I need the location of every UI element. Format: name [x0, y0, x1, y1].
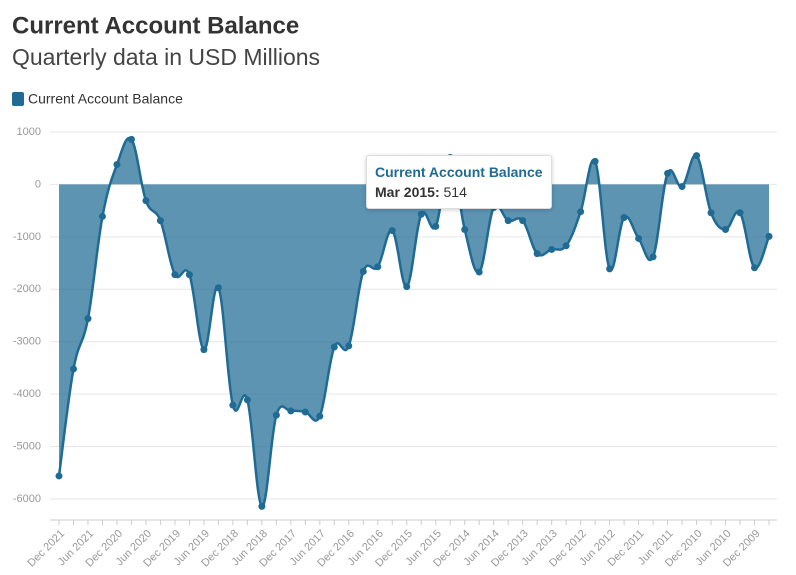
data-point — [113, 161, 121, 169]
data-point — [475, 268, 483, 276]
data-point — [722, 226, 730, 234]
data-point — [649, 253, 657, 261]
data-point — [374, 263, 382, 271]
data-point — [69, 365, 77, 373]
y-tick-label: 0 — [35, 178, 41, 190]
y-tick-label: 1000 — [17, 126, 41, 138]
data-point — [359, 267, 367, 275]
y-tick-label: -5000 — [13, 441, 41, 453]
data-point — [591, 157, 599, 165]
data-point — [272, 411, 280, 419]
tooltip: Current Account Balance Mar 2015 514 — [366, 155, 552, 209]
data-point — [388, 227, 396, 235]
data-point — [562, 242, 570, 250]
data-point — [620, 213, 628, 221]
data-point — [533, 250, 541, 258]
data-point — [200, 346, 208, 354]
data-point — [84, 315, 92, 323]
chart-title: Current Account Balance — [12, 12, 299, 39]
legend-swatch[interactable] — [12, 92, 24, 106]
data-point — [751, 264, 759, 272]
data-point — [330, 343, 338, 351]
y-tick-label: -3000 — [13, 336, 41, 348]
data-point — [127, 135, 135, 143]
data-point — [693, 152, 701, 160]
data-point — [403, 283, 411, 291]
data-point — [577, 208, 585, 216]
data-point — [345, 342, 353, 350]
data-point — [171, 271, 179, 279]
legend-label[interactable]: Current Account Balance — [28, 91, 183, 107]
data-point — [156, 217, 164, 225]
area-fill — [59, 137, 769, 507]
data-point — [635, 234, 643, 242]
data-point — [258, 502, 266, 510]
tooltip-value: 514 — [443, 184, 467, 200]
data-point — [678, 183, 686, 191]
data-point — [432, 222, 440, 230]
tooltip-date: Mar 2015 — [375, 184, 440, 200]
y-tick-label: -6000 — [13, 493, 41, 505]
data-point — [504, 217, 512, 225]
data-point — [301, 408, 309, 416]
data-point — [765, 232, 773, 240]
tooltip-series: Current Account Balance — [375, 164, 543, 180]
data-point — [707, 209, 715, 217]
data-point — [142, 197, 150, 205]
data-point — [664, 169, 672, 177]
data-point — [316, 412, 324, 420]
data-point — [519, 217, 527, 225]
data-point — [214, 284, 222, 292]
data-point — [606, 265, 614, 273]
data-point — [55, 472, 63, 480]
data-point — [461, 226, 469, 234]
data-point — [736, 209, 744, 217]
y-tick-label: -1000 — [13, 231, 41, 243]
y-tick-label: -2000 — [13, 283, 41, 295]
data-point — [185, 271, 193, 279]
chart-subtitle: Quarterly data in USD Millions — [12, 44, 320, 70]
data-point — [229, 401, 237, 409]
data-point — [287, 407, 295, 415]
data-point — [243, 396, 251, 404]
y-tick-label: -4000 — [13, 388, 41, 400]
data-point — [98, 212, 106, 220]
data-point — [417, 210, 425, 218]
data-point — [548, 245, 556, 253]
